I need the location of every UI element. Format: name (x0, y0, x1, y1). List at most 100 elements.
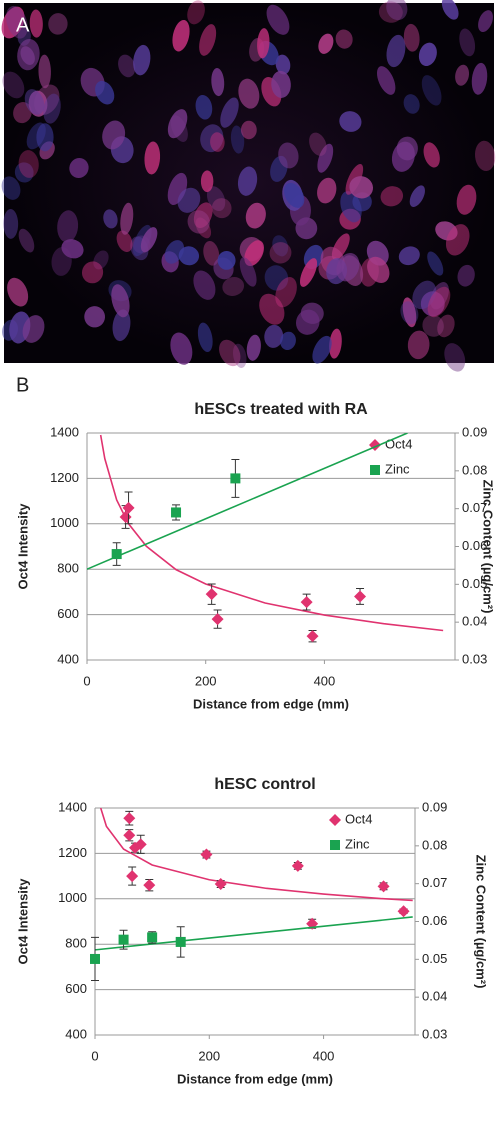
y-tick-label: 1200 (58, 845, 87, 860)
x-axis-label: Distance from edge (mm) (193, 696, 349, 711)
y-tick-label: 400 (65, 1026, 87, 1041)
cell (112, 309, 131, 342)
cell (211, 198, 232, 219)
cell (459, 28, 476, 57)
cell (336, 253, 360, 282)
point (175, 936, 186, 947)
y-tick-label: 400 (57, 651, 79, 666)
cell (22, 315, 45, 343)
point (123, 829, 136, 842)
cell (409, 185, 425, 207)
cell (329, 328, 342, 359)
cell (244, 240, 264, 267)
cell (271, 70, 291, 98)
cell (423, 142, 440, 168)
point (111, 549, 122, 560)
cell (24, 89, 45, 115)
cell (193, 270, 216, 300)
cell (95, 80, 115, 105)
cell (199, 24, 217, 56)
point (118, 934, 129, 945)
cell (427, 251, 444, 276)
trendline (99, 808, 413, 902)
cell (29, 9, 43, 38)
point (377, 880, 390, 893)
cell (2, 71, 25, 99)
cell (441, 0, 459, 20)
cell (378, 1, 403, 23)
cell (43, 93, 61, 124)
x-tick-label: 0 (91, 1048, 98, 1063)
cell (5, 5, 28, 39)
cell (295, 309, 320, 335)
cell (103, 209, 118, 229)
cell (211, 67, 225, 97)
cell (69, 157, 89, 178)
cell (455, 64, 470, 86)
y-tick-label: 1400 (50, 424, 79, 439)
cell (456, 184, 477, 215)
point (122, 501, 135, 514)
point (143, 879, 156, 892)
y2-tick-label: 0.06 (422, 913, 447, 928)
cell (437, 314, 455, 338)
point (291, 859, 304, 872)
cell (102, 120, 126, 150)
cell (284, 182, 305, 208)
trendline (95, 916, 413, 951)
cell (367, 256, 390, 283)
cell (144, 141, 161, 175)
trendline (87, 433, 408, 570)
cell (36, 123, 54, 152)
y2-tick-label: 0.04 (462, 614, 487, 629)
cell (177, 187, 201, 213)
y-tick-label: 600 (57, 606, 79, 621)
cell (427, 286, 451, 318)
cell (172, 19, 190, 52)
cell (318, 33, 334, 54)
x-tick-label: 400 (314, 673, 336, 688)
cell (111, 284, 130, 318)
cell (275, 54, 291, 75)
y-tick-label: 600 (65, 981, 87, 996)
cell (239, 257, 257, 287)
cell (422, 314, 444, 337)
cell (457, 264, 475, 287)
point (123, 812, 136, 825)
point (230, 473, 241, 484)
cell (170, 115, 188, 142)
cell (217, 251, 236, 270)
cell (18, 150, 39, 178)
point (147, 932, 158, 943)
cells (1, 0, 496, 372)
cell (299, 258, 318, 287)
cell (210, 132, 225, 152)
point (119, 510, 132, 523)
x-tick-label: 0 (83, 673, 90, 688)
cell (81, 261, 104, 284)
point (126, 870, 139, 883)
cell (7, 277, 29, 307)
cell (164, 240, 185, 264)
cell (238, 78, 260, 109)
cell (272, 235, 289, 257)
y-tick-label: 800 (65, 936, 87, 951)
y-tick-label: 1000 (58, 890, 87, 905)
cell (245, 202, 266, 229)
cell (193, 202, 213, 229)
cell (474, 140, 496, 172)
cell (38, 54, 51, 89)
point (205, 588, 218, 601)
point (214, 878, 227, 891)
cell (444, 343, 466, 372)
cell (471, 62, 488, 95)
y2-tick-label: 0.07 (462, 500, 487, 515)
cell (412, 280, 437, 310)
cell (402, 297, 417, 328)
cell (1, 6, 25, 39)
cell (187, 210, 210, 234)
y-axis-label: Oct4 Intensity (15, 503, 30, 590)
cell (18, 228, 35, 253)
point (134, 838, 147, 851)
cell (237, 166, 258, 196)
